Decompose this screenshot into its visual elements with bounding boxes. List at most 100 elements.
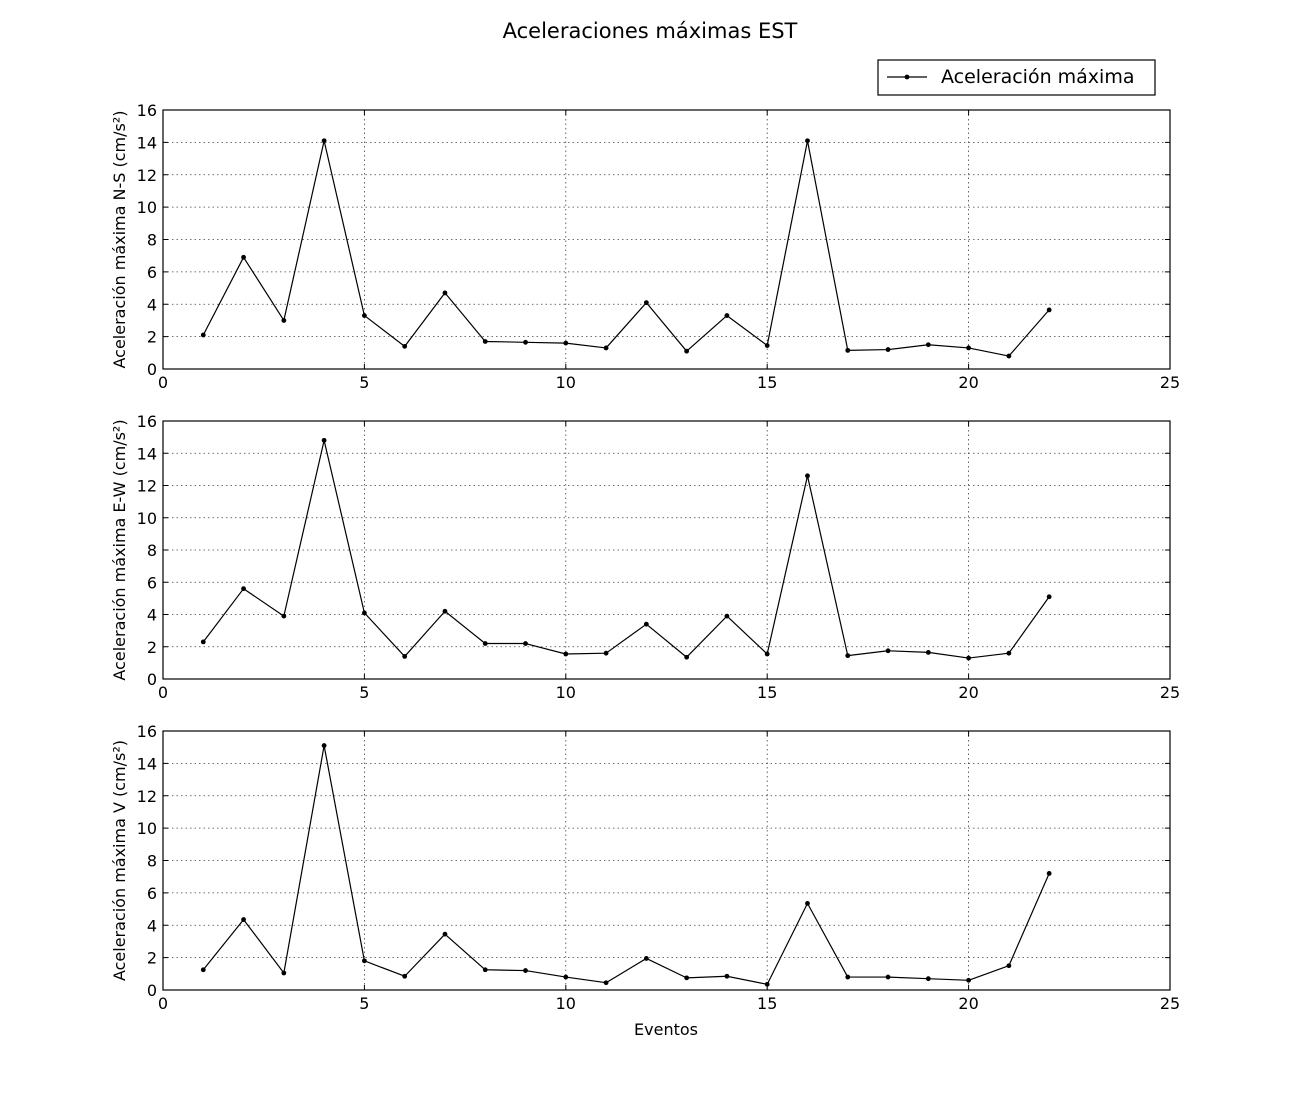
x-tick-label: 20	[958, 994, 978, 1013]
data-point	[563, 651, 569, 657]
data-point	[200, 967, 206, 973]
data-point	[643, 300, 649, 306]
data-point	[482, 339, 488, 344]
data-point	[684, 975, 690, 981]
y-tick-label: 6	[147, 263, 157, 282]
x-tick-label: 20	[958, 373, 978, 392]
data-point	[442, 290, 448, 296]
data-point	[684, 348, 690, 354]
data-point	[925, 342, 931, 348]
data-point	[764, 981, 770, 987]
x-tick-label: 10	[556, 373, 576, 392]
y-axis-label: Aceleración máxima N-S (cm/s²)	[110, 110, 129, 368]
data-point	[1006, 650, 1012, 656]
y-tick-label: 0	[147, 360, 157, 379]
data-point	[442, 608, 448, 614]
data-point	[523, 968, 528, 973]
x-tick-label: 15	[757, 683, 777, 702]
x-tick-label: 20	[958, 683, 978, 702]
data-point	[764, 343, 770, 348]
legend: Aceleración máxima	[877, 59, 1156, 96]
data-point	[643, 621, 649, 627]
y-tick-label: 0	[147, 981, 157, 1000]
data-point	[845, 347, 851, 353]
x-tick-label: 0	[158, 373, 168, 392]
y-tick-label: 8	[147, 852, 157, 871]
x-tick-label: 0	[158, 994, 168, 1013]
data-point	[200, 332, 206, 338]
data-point	[402, 343, 408, 349]
x-tick-label: 5	[359, 994, 369, 1013]
data-point	[724, 313, 730, 318]
data-point	[643, 956, 649, 961]
data-point	[1006, 963, 1012, 969]
data-point	[362, 958, 367, 964]
data-point	[281, 613, 287, 619]
data-point	[281, 318, 287, 323]
panel-east-west: 0 5 10 15 20 25 0 2 4 6 8 10 12 14 16 Aceleración máxim…	[110, 412, 1180, 702]
data-point	[724, 613, 730, 619]
y-tick-label: 16	[137, 722, 157, 741]
data-point	[684, 654, 690, 660]
data-point	[321, 743, 327, 748]
y-tick-label: 8	[147, 231, 157, 250]
y-tick-label: 4	[147, 295, 157, 314]
y-tick-label: 16	[137, 101, 157, 120]
y-tick-label: 2	[147, 638, 157, 657]
data-point	[805, 473, 810, 479]
data-point	[724, 973, 730, 979]
x-tick-label: 15	[757, 373, 777, 392]
data-point	[966, 345, 971, 351]
y-axis-label: Aceleración máxima V (cm/s²)	[110, 740, 129, 981]
x-tick-label: 10	[556, 683, 576, 702]
y-tick-label: 16	[137, 412, 157, 431]
x-axis-label: Eventos	[634, 1020, 698, 1039]
data-point	[603, 650, 609, 656]
x-tick-label: 0	[158, 683, 168, 702]
data-point	[885, 347, 891, 352]
x-tick-label: 25	[1160, 373, 1180, 392]
data-point	[966, 655, 971, 661]
data-point	[925, 649, 931, 655]
data-point	[241, 917, 246, 922]
data-point	[402, 654, 408, 659]
y-tick-label: 12	[137, 166, 157, 185]
data-point	[563, 974, 569, 980]
y-axis-label: Aceleración máxima E-W (cm/s²)	[110, 419, 129, 680]
y-tick-label: 6	[147, 884, 157, 903]
data-point	[925, 976, 931, 982]
x-tick-label: 25	[1160, 683, 1180, 702]
panel-north-south: 0 5 10 15 20 25 0 2 4 6 8 10 12 14 16 Aceleración máxim…	[110, 101, 1180, 392]
panel-vertical: 0 5 10 15 20 25 0 2 4 6 8 10 12 14 16 Aceleración máxim…	[110, 722, 1180, 1013]
x-tick-label: 5	[359, 683, 369, 702]
data-point	[1046, 307, 1052, 313]
data-point	[603, 345, 609, 351]
data-point	[321, 437, 327, 443]
data-point	[805, 900, 810, 906]
y-tick-label: 14	[137, 133, 157, 152]
series-line	[202, 439, 1050, 659]
y-tick-label: 6	[147, 573, 157, 592]
x-tick-label: 25	[1160, 994, 1180, 1013]
data-point	[442, 931, 448, 937]
data-point	[482, 967, 488, 973]
data-point	[845, 653, 851, 659]
data-point	[1046, 594, 1052, 600]
data-point	[885, 974, 891, 980]
data-point	[482, 641, 488, 646]
y-tick-label: 4	[147, 606, 157, 625]
y-tick-label: 12	[137, 477, 157, 496]
y-tick-label: 12	[137, 787, 157, 806]
y-tick-label: 14	[137, 754, 157, 773]
data-point	[241, 586, 246, 592]
x-tick-label: 15	[757, 994, 777, 1013]
y-tick-label: 2	[147, 949, 157, 968]
y-tick-label: 10	[137, 509, 157, 528]
data-point	[523, 641, 528, 646]
y-tick-label: 8	[147, 541, 157, 560]
y-tick-label: 4	[147, 916, 157, 935]
data-point	[764, 651, 770, 657]
data-point	[1046, 871, 1052, 876]
data-point	[523, 339, 528, 345]
